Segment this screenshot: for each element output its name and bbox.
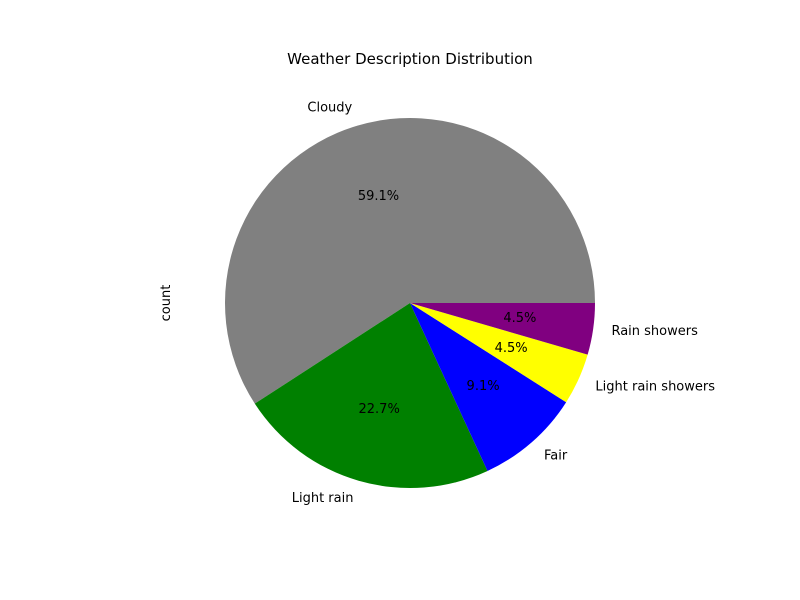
- slice-percent-fair: 9.1%: [467, 379, 500, 394]
- slice-percent-cloudy: 59.1%: [358, 189, 399, 204]
- slice-percent-rain-showers: 4.5%: [503, 311, 536, 326]
- slice-label-light-rain-showers: Light rain showers: [595, 379, 715, 394]
- pie-slice-light-rain-showers: [410, 303, 588, 403]
- slice-label-light-rain: Light rain: [292, 491, 354, 506]
- pie-slices: [224, 117, 596, 489]
- slice-label-cloudy: Cloudy: [307, 100, 352, 115]
- pie-slice-fair: [410, 303, 567, 471]
- slice-label-fair: Fair: [544, 449, 568, 464]
- slice-percent-light-rain-showers: 4.5%: [495, 341, 528, 356]
- pie-labels: Cloudy 59.1% Light rain 22.7% Fair 9.1% Light …: [292, 100, 716, 506]
- chart-title: Weather Description Distribution: [287, 50, 533, 68]
- y-axis-label: count: [159, 285, 174, 322]
- slice-label-rain-showers: Rain showers: [611, 324, 698, 339]
- pie-slice-cloudy: [224, 117, 596, 404]
- slice-percent-light-rain: 22.7%: [359, 402, 400, 417]
- pie-slice-light-rain: [254, 303, 488, 489]
- pie-slice-rain-showers: [410, 303, 595, 355]
